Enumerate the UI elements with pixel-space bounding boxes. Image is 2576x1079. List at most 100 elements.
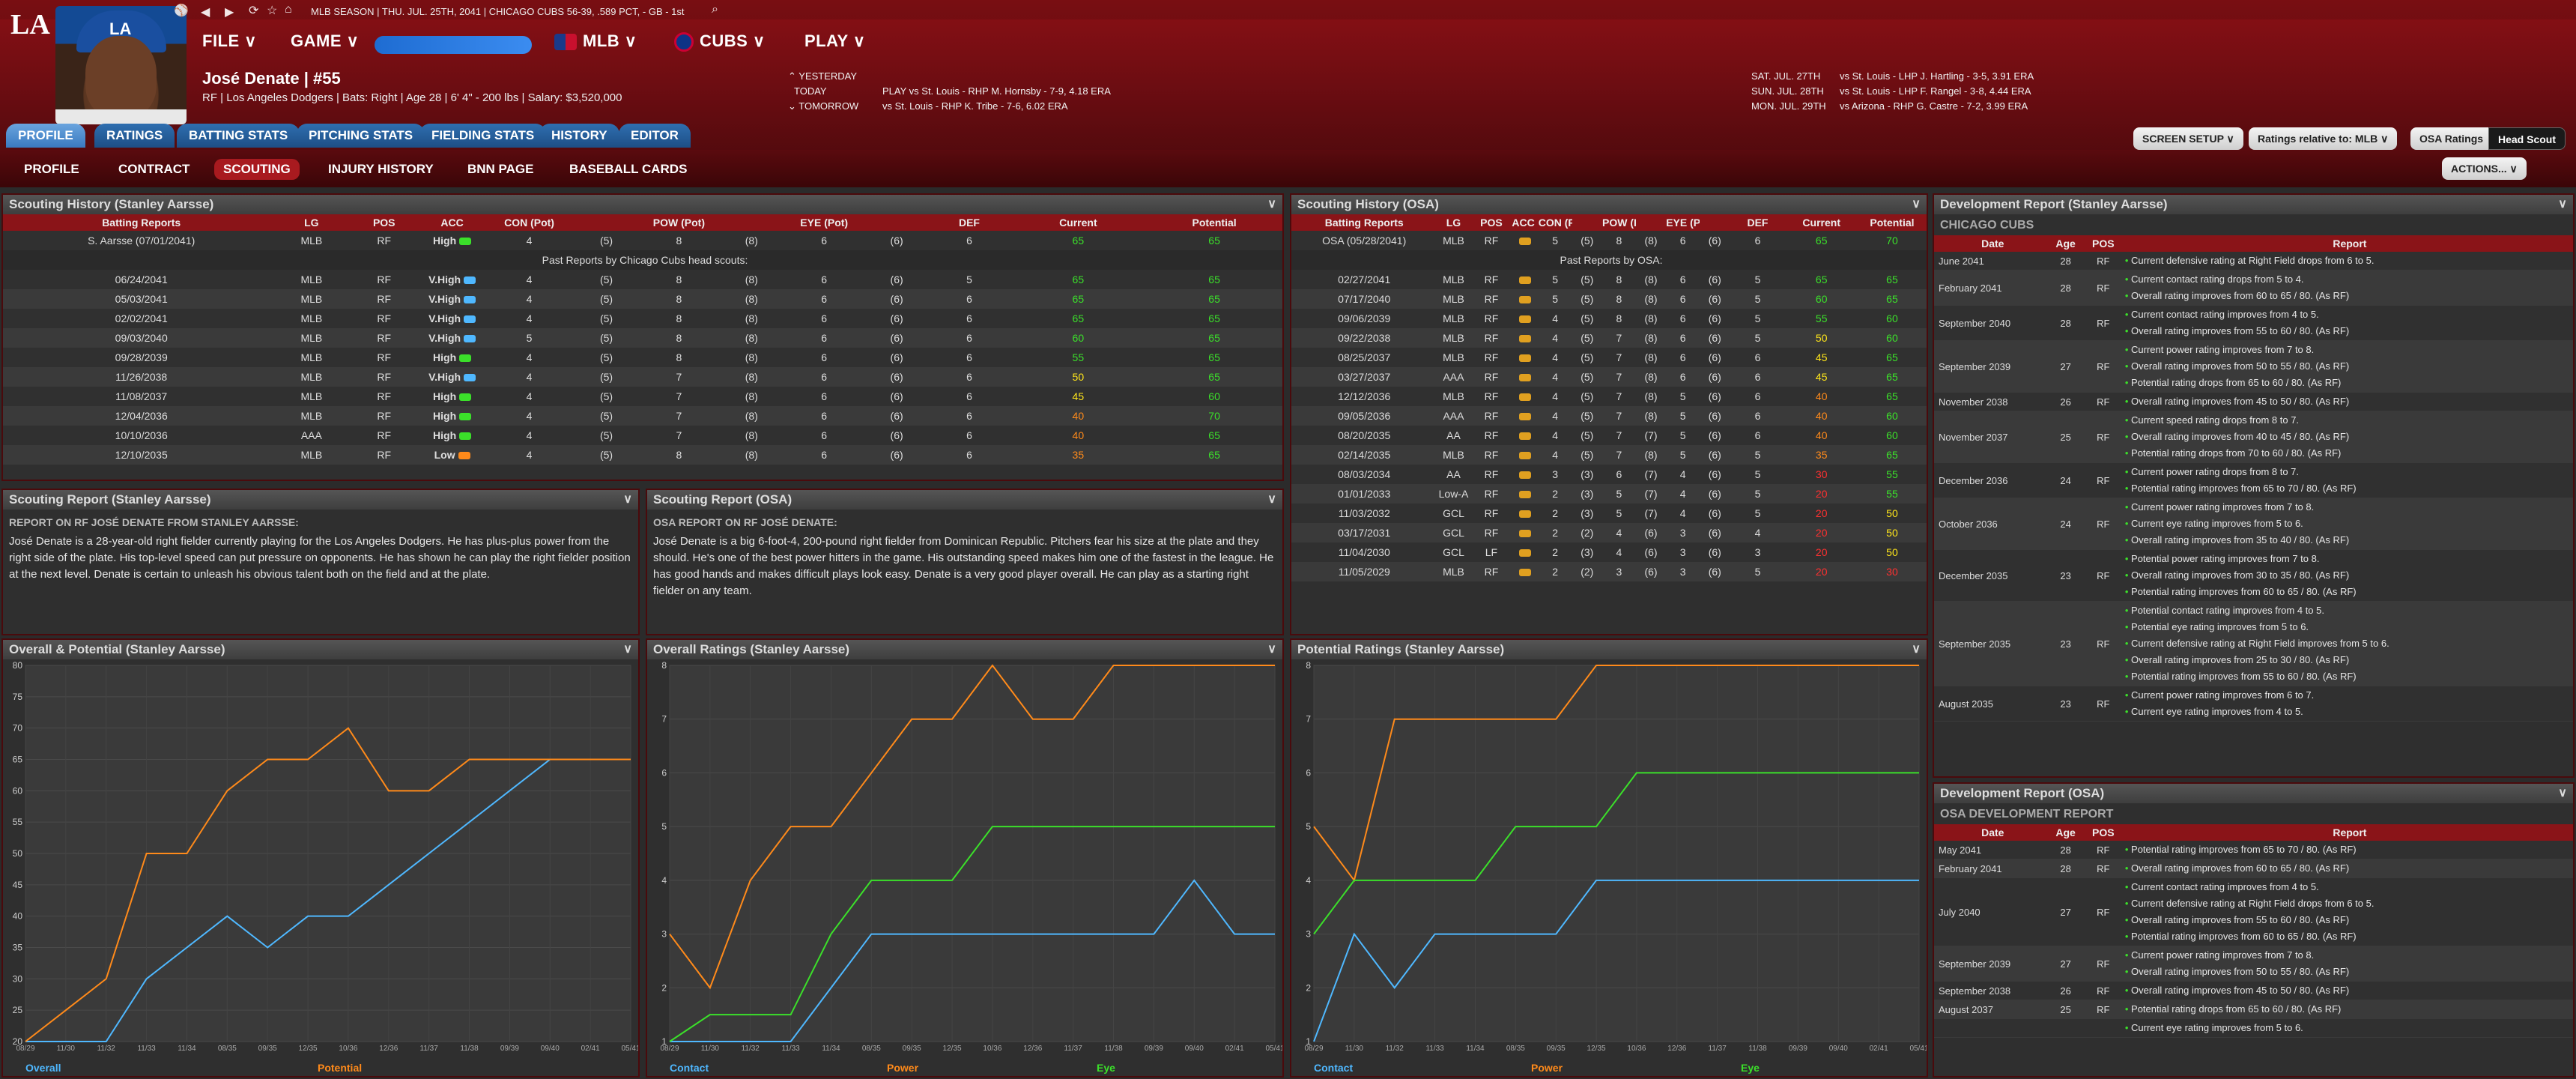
table-row[interactable]: 05/03/2041 MLB RF V.High 4 (5) 8 (8) 6 (6) 6 65 65 (3, 289, 1282, 309)
table-row[interactable]: 11/26/2038 MLB RF V.High 4 (5) 7 (8) 6 (6) 6 50 65 (3, 367, 1282, 387)
report-age (2046, 1018, 2085, 1038)
schedule-day[interactable]: SAT. JUL. 27TH vs St. Louis - LHP J. Hart… (1751, 70, 2034, 82)
table-row[interactable]: OSA (05/28/2041) MLB RF 5 (5) 8 (8) 6 (6) 6 65 70 (1291, 231, 1927, 250)
menu-mlb[interactable]: MLB ∨ (554, 31, 637, 51)
table-row[interactable]: November 2038 26 RF • Overall rating improv… (1934, 392, 2573, 411)
table-row[interactable]: 07/17/2040 MLB RF 5 (5) 8 (8) 6 (6) 5 60 65 (1291, 289, 1927, 309)
menu-cubs[interactable]: CUBS ∨ (674, 31, 766, 52)
table-row[interactable]: September 2035 23 RF • Potential contact ra… (1934, 601, 2573, 686)
baseball-icon[interactable]: ⚾ (174, 4, 189, 17)
table-row[interactable]: 11/03/2032 GCL RF 2 (3) 5 (7) 4 (6) 5 20 50 (1291, 504, 1927, 523)
table-row[interactable]: 02/02/2041 MLB RF V.High 4 (5) 8 (8) 6 (6) 6 65 65 (3, 309, 1282, 328)
chevron-down-icon[interactable]: ∨ (1267, 643, 1276, 656)
subtab-injury-history[interactable]: INJURY HISTORY (328, 162, 434, 176)
home-icon[interactable]: ⌂ (285, 3, 292, 16)
subtab-scouting[interactable]: SCOUTING (214, 159, 300, 180)
table-row[interactable]: February 2041 28 RF • Current contact ratin… (1934, 270, 2573, 306)
table-row[interactable]: 01/01/2033 Low-A RF 2 (3) 5 (7) 4 (6) 5 20 55 (1291, 484, 1927, 504)
table-row[interactable]: September 2040 28 RF • Current contact rati… (1934, 305, 2573, 341)
search-icon[interactable]: ⌕ (712, 3, 718, 16)
tab-history[interactable]: HISTORY (539, 124, 619, 148)
tab-ratings[interactable]: RATINGS (94, 124, 175, 148)
table-row[interactable]: September 2038 26 RF • Overall rating impro… (1934, 981, 2573, 1000)
table-row[interactable]: 10/10/2036 AAA RF High 4 (5) 7 (8) 6 (6) 6 40 65 (3, 426, 1282, 445)
subtab-profile[interactable]: PROFILE (24, 162, 79, 176)
table-row[interactable]: 08/25/2037 MLB RF 4 (5) 7 (8) 6 (6) 6 45 65 (1291, 348, 1927, 367)
chevron-down-icon[interactable]: ∨ (1267, 198, 1276, 211)
head-scout-toggle[interactable]: Head Scout (2488, 127, 2566, 150)
dev-team-heading: CHICAGO CUBS (1940, 219, 2034, 232)
refresh-icon[interactable]: ⟳ (249, 4, 259, 17)
tab-fielding-stats[interactable]: FIELDING STATS (419, 124, 547, 148)
table-row[interactable]: 11/05/2029 MLB RF 2 (2) 3 (6) 3 (6) 5 20 30 (1291, 562, 1927, 581)
chevron-down-icon[interactable]: ∨ (2558, 787, 2567, 800)
back-icon[interactable]: ◀ (201, 6, 210, 19)
chevron-down-icon[interactable]: ∨ (1912, 198, 1921, 211)
table-row[interactable]: November 2037 25 RF • Current speed rating … (1934, 411, 2573, 463)
report-pos: RF (2084, 549, 2122, 602)
screen-setup-button[interactable]: SCREEN SETUP ∨ (2133, 127, 2243, 150)
chevron-down-icon[interactable]: ∨ (623, 643, 632, 656)
table-row[interactable]: 09/03/2040 MLB RF V.High 5 (5) 8 (8) 6 (6) 6 60 65 (3, 328, 1282, 348)
table-row[interactable]: 12/10/2035 MLB RF Low 4 (5) 8 (8) 6 (6) 6 35 65 (3, 445, 1282, 465)
report-body: José Denate is a 28-year-old right field… (9, 535, 631, 581)
menu-game[interactable]: GAME ∨ (291, 31, 360, 50)
chevron-down-icon[interactable]: ∨ (623, 493, 632, 506)
table-row[interactable]: August 2035 23 RF • Current power rating im… (1934, 686, 2573, 722)
schedule-day[interactable]: SUN. JUL. 28TH vs St. Louis - LHP F. Rang… (1751, 85, 2031, 97)
table-row[interactable]: August 2037 25 RF • Potential rating drops … (1934, 1000, 2573, 1019)
table-row[interactable]: 06/24/2041 MLB RF V.High 4 (5) 8 (8) 6 (6) 5 65 65 (3, 270, 1282, 289)
report-text: • Overall rating improves from 45 to 50 … (2121, 392, 2573, 411)
table-row[interactable]: May 2041 28 RF • Potential rating improves … (1934, 841, 2573, 859)
table-row[interactable]: October 2036 24 RF • Current power rating i… (1934, 498, 2573, 550)
subtab-bnn-page[interactable]: BNN PAGE (467, 162, 534, 176)
table-row[interactable]: 12/12/2036 MLB RF 4 (5) 7 (8) 5 (6) 6 40 65 (1291, 387, 1927, 406)
table-row[interactable]: February 2041 28 RF • Overall rating improv… (1934, 859, 2573, 878)
column-header: Potential (1857, 214, 1927, 231)
table-row[interactable]: December 2036 24 RF • Current power rating … (1934, 462, 2573, 498)
table-row[interactable]: September 2039 27 RF • Current power rating… (1934, 946, 2573, 982)
table-row[interactable]: 08/03/2034 AA RF 3 (3) 6 (7) 4 (6) 5 30 55 (1291, 465, 1927, 484)
table-row[interactable]: December 2035 23 RF • Potential power ratin… (1934, 549, 2573, 602)
tab-editor[interactable]: EDITOR (619, 124, 691, 148)
tab-profile[interactable]: PROFILE (6, 124, 85, 148)
table-row[interactable]: September 2039 27 RF • Current power rating… (1934, 340, 2573, 393)
table-row[interactable]: 11/08/2037 MLB RF High 4 (5) 7 (8) 6 (6) 6 45 60 (3, 387, 1282, 406)
schedule-yesterday[interactable]: ⌃ YESTERDAY (788, 70, 858, 82)
subtab-baseball-cards[interactable]: BASEBALL CARDS (569, 162, 688, 176)
table-row[interactable]: 09/22/2038 MLB RF 4 (5) 7 (8) 6 (6) 5 50 60 (1291, 328, 1927, 348)
table-row[interactable]: July 2040 27 RF • Current contact rating im… (1934, 877, 2573, 946)
star-icon[interactable]: ☆ (267, 4, 278, 17)
menu-file[interactable]: FILE ∨ (202, 31, 257, 50)
table-row[interactable]: 12/04/2036 MLB RF High 4 (5) 7 (8) 6 (6) 6 40 70 (3, 406, 1282, 426)
team-logo[interactable]: LA (10, 9, 50, 40)
schedule-tomorrow[interactable]: ⌄ TOMORROW vs St. Louis - RHP K. Tribe - … (788, 100, 1068, 112)
table-row[interactable]: 03/27/2037 AAA RF 4 (5) 7 (8) 6 (6) 6 45 65 (1291, 367, 1927, 387)
x-tick-label: 12/36 (1667, 1045, 1686, 1053)
table-row[interactable]: 02/14/2035 MLB RF 4 (5) 7 (8) 5 (6) 5 35 65 (1291, 445, 1927, 465)
osa-ratings-toggle[interactable]: OSA Ratings (2410, 127, 2493, 150)
table-cell: 7 (1601, 406, 1636, 426)
table-row[interactable]: 09/06/2039 MLB RF 4 (5) 8 (8) 6 (6) 5 55 60 (1291, 309, 1927, 328)
tab-batting-stats[interactable]: BATTING STATS (177, 124, 300, 148)
table-row[interactable]: 03/17/2031 GCL RF 2 (2) 4 (6) 3 (6) 4 20 50 (1291, 523, 1927, 542)
chevron-down-icon[interactable]: ∨ (1267, 493, 1276, 506)
table-row[interactable]: • Current eye rating improves from 5 to … (1934, 1018, 2573, 1038)
menu-play[interactable]: PLAY ∨ (804, 31, 866, 50)
table-row[interactable]: 09/28/2039 MLB RF High 4 (5) 8 (8) 6 (6) 6 55 65 (3, 348, 1282, 367)
table-row[interactable]: 02/27/2041 MLB RF 5 (5) 8 (8) 6 (6) 5 65 65 (1291, 270, 1927, 289)
table-row[interactable]: June 2041 28 RF • Current defensive rating … (1934, 252, 2573, 270)
schedule-day[interactable]: MON. JUL. 29TH vs Arizona - RHP G. Castre… (1751, 100, 2028, 112)
forward-icon[interactable]: ▶ (225, 6, 234, 19)
subtab-contract[interactable]: CONTRACT (118, 162, 190, 176)
table-row[interactable]: 08/20/2035 AA RF 4 (5) 7 (7) 5 (6) 6 40 60 (1291, 426, 1927, 445)
tab-pitching-stats[interactable]: PITCHING STATS (297, 124, 425, 148)
ratings-relative-select[interactable]: Ratings relative to: MLB ∨ (2249, 127, 2398, 150)
chevron-down-icon[interactable]: ∨ (1912, 643, 1921, 656)
table-row[interactable]: 11/04/2030 GCL LF 2 (3) 4 (6) 3 (6) 3 20 50 (1291, 542, 1927, 562)
table-row[interactable]: 09/05/2036 AAA RF 4 (5) 7 (8) 5 (6) 6 40 60 (1291, 406, 1927, 426)
table-row[interactable]: S. Aarsse (07/01/2041) MLB RF High 4 (5) 8 (8) 6… (3, 231, 1282, 250)
chevron-down-icon[interactable]: ∨ (2558, 198, 2567, 211)
actions-button[interactable]: ACTIONS... ∨ (2442, 157, 2527, 180)
schedule-today[interactable]: TODAY PLAY vs St. Louis - RHP M. Hornsby … (794, 85, 1111, 97)
